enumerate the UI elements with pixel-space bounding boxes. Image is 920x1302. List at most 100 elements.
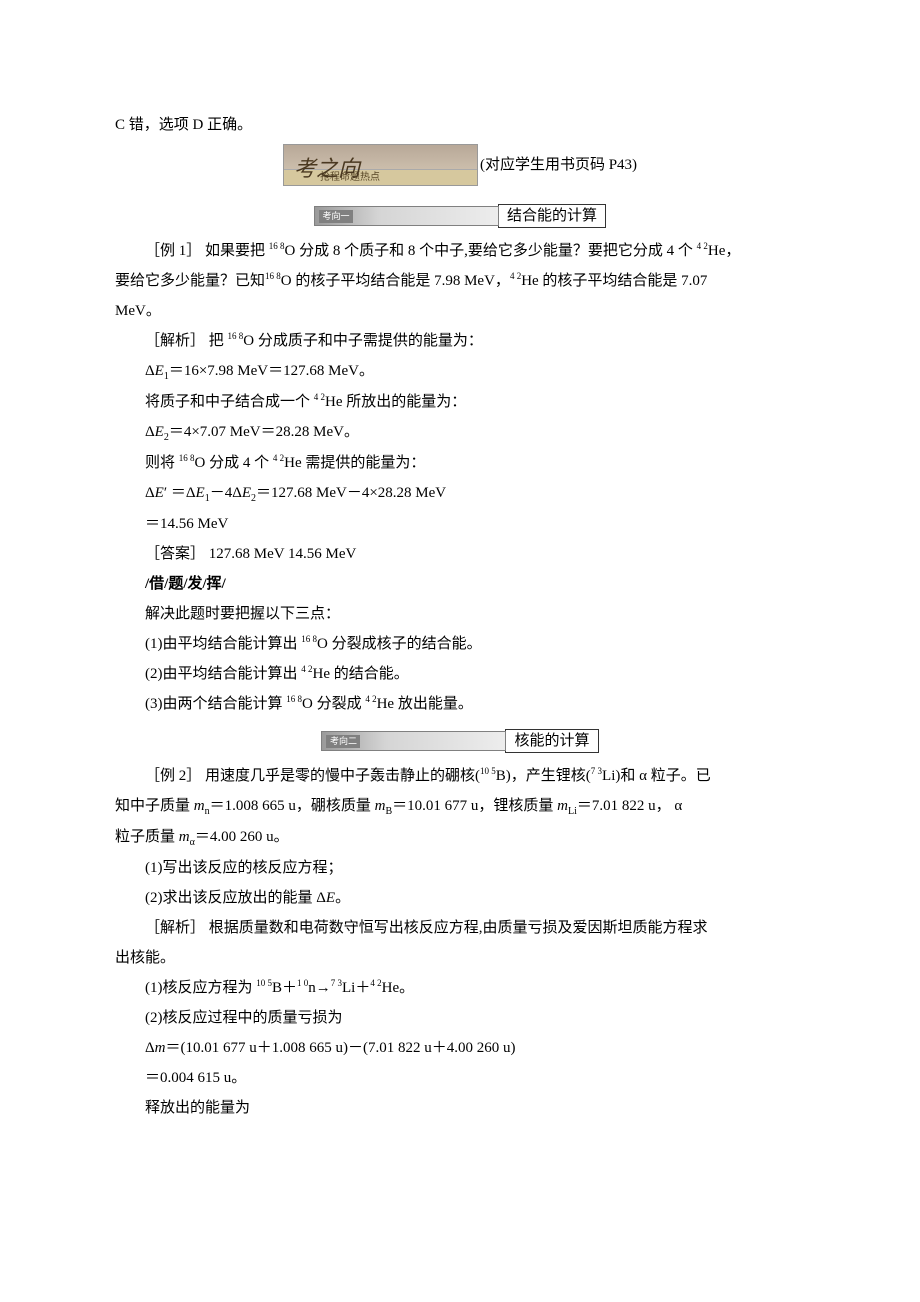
t: O 分裂成核子的结合能。 [317,636,482,652]
t: He 需提供的能量为： [284,455,425,471]
banner-calligraphy: 考之向 [294,147,360,186]
topic2-title: 核能的计算 [514,726,589,756]
t: ＝4.00 260 u。 [195,829,289,845]
t: O 分裂成 [302,696,365,712]
t: )，产生锂核( [506,768,591,784]
hint-header: /借/题/发/挥/ [115,569,805,599]
ex1-question: ［例 1］ 如果要把 16 8O 分成 8 个质子和 8 个中子,要给它多少能量… [115,236,805,266]
t: 则将 [145,455,179,471]
t: ＝1.008 665 u，硼核质量 [210,798,375,814]
t: O 的核子平均结合能是 7.98 MeV， [281,273,510,289]
ex2-p2: (2)求出该反应放出的能量 ΔE。 [115,883,805,913]
ex1-solution-l2: 将质子和中子结合成一个 4 2He 所放出的能量为： [115,387,805,417]
isotope-16-8: 16 8 [179,453,195,463]
topic2-title-box: 核能的计算 [505,729,598,753]
ex2-eq2: ＝0.004 615 u。 [115,1063,805,1093]
ex1-eq3b: ＝14.56 MeV [115,509,805,539]
isotope-10-5: 10 5 [480,766,496,776]
t: m [194,798,205,814]
topic2-tag-label: 考向二 [326,735,360,748]
ex2-last: 释放出的能量为 [115,1093,805,1123]
topic1-tag-label: 考向一 [319,210,353,223]
t: 将质子和中子结合成一个 [145,394,314,410]
topic1-title-box: 结合能的计算 [498,204,606,228]
hint-intro: 解决此题时要把握以下三点： [115,599,805,629]
isotope-16-8: 16 8 [228,331,244,341]
isotope-16-8: 16 8 [269,241,285,251]
continuation-line: C 错，选项 D 正确。 [115,110,805,140]
t: He 所放出的能量为： [325,394,466,410]
t: )和 α 粒子。已 [615,768,710,784]
t: 知中子质量 [115,798,194,814]
t: n [308,980,316,996]
t: B [496,768,506,784]
t: Li [568,806,577,817]
t: (1)核反应方程为 [145,980,256,996]
t: ＝10.01 677 u，锂核质量 [392,798,557,814]
isotope-7-3: 7 3 [331,978,342,988]
t: Li＋ [342,980,370,996]
t: ＝7.01 822 u， α [577,798,682,814]
t: → [316,980,331,996]
hint-p2: (2)由平均结合能计算出 4 2He 的结合能。 [115,659,805,689]
ex1-eq1: ΔE1＝16×7.98 MeV＝127.68 MeV。 [115,356,805,387]
t: m [557,798,568,814]
t: O 分成 4 个 [195,455,273,471]
t: He 放出能量。 [377,696,473,712]
t: He。 [382,980,415,996]
ex1-solution-l1: ［解析］ 把 16 8O 分成质子和中子需提供的能量为： [115,326,805,356]
topic1-tag: 考向一 [314,206,499,226]
topic1-title: 结合能的计算 [507,201,597,231]
ex2-label: ［例 2］ [145,768,201,784]
isotope-4-2: 4 2 [314,392,325,402]
isotope-16-8: 16 8 [265,271,281,281]
direction-banner-image: 考之向 抢程命题热点 [283,144,478,186]
t: (2)由平均结合能计算出 [145,666,301,682]
ex2-p1: (1)写出该反应的核反应方程； [115,853,805,883]
ex1-question-l2: 要给它多少能量？已知16 8O 的核子平均结合能是 7.98 MeV，4 2He… [115,266,805,296]
t: O [285,243,296,259]
t: 分成 8 个质子和 8 个中子,要给它多少能量？要把它分成 4 个 [295,243,696,259]
isotope-4-2: 4 2 [273,453,284,463]
ex2-sol-l1: ［解析］ 根据质量数和电荷数守恒写出核反应方程,由质量亏损及爱因斯坦质能方程求 [115,913,805,943]
t: m [375,798,386,814]
t: He 的结合能。 [313,666,409,682]
t: He [708,243,726,259]
t: 用速度几乎是零的慢中子轰击静止的硼核( [201,768,480,784]
t: 如果要把 [201,243,269,259]
ex2-r1: (1)核反应方程为 10 5B＋1 0n→7 3Li＋4 2He。 [115,973,805,1003]
t: Li [602,768,615,784]
topic1-row: 考向一 结合能的计算 [115,204,805,228]
ex1-eq2: ΔE2＝4×7.07 MeV＝28.28 MeV。 [115,417,805,448]
t: ， [725,243,740,259]
hint-p3: (3)由两个结合能计算 16 8O 分裂成 4 2He 放出能量。 [115,689,805,719]
t: O 分成质子和中子需提供的能量为： [243,333,483,349]
isotope-16-8: 16 8 [301,634,317,644]
ex2-question-l3: 粒子质量 mα＝4.00 260 u。 [115,822,805,853]
banner-page-ref: (对应学生用书页码 P43) [480,150,637,180]
isotope-4-2: 4 2 [301,664,312,674]
isotope-4-2: 4 2 [510,271,521,281]
isotope-16-8: 16 8 [286,694,302,704]
isotope-4-2: 4 2 [365,694,376,704]
t: (1)由平均结合能计算出 [145,636,301,652]
direction-banner-row: 考之向 抢程命题热点 (对应学生用书页码 P43) [115,144,805,186]
ex1-label: ［例 1］ [145,243,201,259]
ex1-question-l3: MeV。 [115,296,805,326]
ex1-answer: ［答案］ 127.68 MeV 14.56 MeV [115,539,805,569]
t: B＋ [272,980,297,996]
isotope-4-2: 4 2 [370,978,381,988]
topic2-tag: 考向二 [321,731,506,751]
ex2-question-l1: ［例 2］ 用速度几乎是零的慢中子轰击静止的硼核(10 5B)，产生锂核(7 3… [115,761,805,791]
ex2-r2: (2)核反应过程中的质量亏损为 [115,1003,805,1033]
t: 要给它多少能量？已知 [115,273,265,289]
isotope-7-3: 7 3 [591,766,602,776]
t: He 的核子平均结合能是 7.07 [521,273,707,289]
ex2-question-l2: 知中子质量 mn＝1.008 665 u，硼核质量 mB＝10.01 677 u… [115,791,805,822]
ex2-sol-l2: 出核能。 [115,943,805,973]
isotope-10-5: 10 5 [256,978,272,988]
isotope-1-0: 1 0 [297,978,308,988]
t: (3)由两个结合能计算 [145,696,286,712]
isotope-4-2: 4 2 [697,241,708,251]
topic2-row: 考向二 核能的计算 [115,729,805,753]
